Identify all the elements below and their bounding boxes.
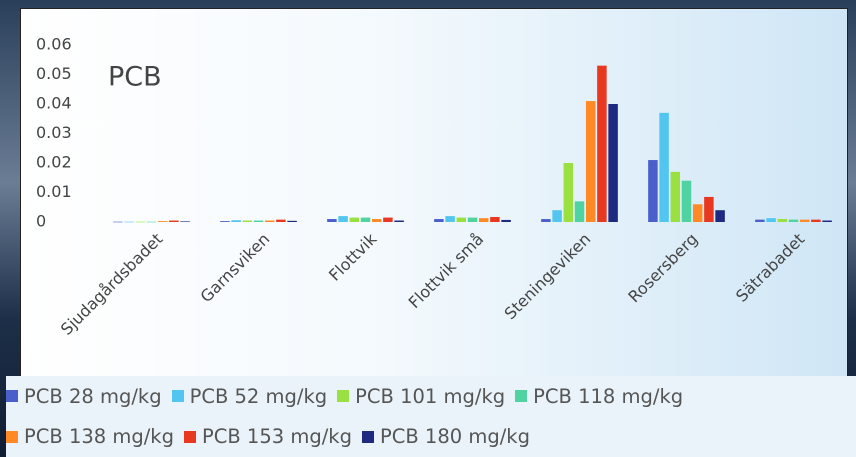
bar: [671, 172, 681, 222]
y-tick-label: 0.01: [36, 182, 72, 201]
x-tick-label: Flottvik: [325, 229, 381, 285]
legend-swatch: [337, 390, 349, 402]
bar: [220, 221, 230, 222]
bar: [434, 219, 444, 222]
legend-item: PCB 52 mg/kg: [172, 385, 328, 408]
legend-item: PCB 138 mg/kg: [6, 425, 174, 448]
bar: [350, 218, 360, 222]
bar: [778, 219, 788, 222]
bar: [597, 66, 607, 222]
bar: [180, 221, 190, 222]
bar: [766, 218, 776, 222]
legend-label: PCB 101 mg/kg: [355, 385, 505, 408]
legend-item: PCB 101 mg/kg: [337, 385, 505, 408]
bar: [479, 218, 489, 222]
bar: [693, 204, 703, 222]
bar: [327, 219, 337, 222]
legend-item: PCB 28 mg/kg: [6, 385, 162, 408]
bar: [372, 219, 382, 222]
bar: [457, 218, 467, 222]
bar: [113, 222, 123, 223]
bar: [552, 210, 562, 222]
bar: [822, 221, 832, 222]
bar: [586, 101, 596, 222]
x-tick-label: Rosersberg: [624, 229, 701, 306]
legend-swatch: [6, 431, 18, 443]
x-tick-label: Sjudagårdsbadet: [57, 229, 166, 338]
bar: [608, 104, 618, 222]
bar: [648, 160, 658, 222]
y-tick-label: 0.03: [36, 123, 72, 142]
bar: [124, 222, 134, 223]
legend-label: PCB 52 mg/kg: [190, 385, 328, 408]
x-tick-label: Steningeviken: [501, 229, 595, 323]
bar: [254, 221, 264, 222]
bar: [338, 216, 348, 222]
legend-label: PCB 118 mg/kg: [533, 385, 683, 408]
legend-label: PCB 28 mg/kg: [24, 385, 162, 408]
bar: [445, 216, 455, 222]
bar: [158, 221, 168, 222]
bar: [231, 220, 241, 222]
bar: [287, 221, 297, 222]
bar: [490, 217, 500, 222]
bar: [394, 221, 404, 222]
bar: [715, 210, 725, 222]
legend-swatch: [6, 390, 18, 402]
bar: [147, 222, 157, 223]
bar: [575, 201, 585, 222]
y-tick-label: 0.06: [36, 35, 72, 54]
bar: [755, 220, 765, 222]
bar: [501, 220, 511, 222]
bar: [811, 220, 821, 222]
legend-item: PCB 118 mg/kg: [515, 385, 683, 408]
bar: [541, 219, 551, 222]
legend-label: PCB 180 mg/kg: [380, 425, 530, 448]
y-tick-label: 0.02: [36, 153, 72, 172]
y-tick-label: 0.05: [36, 64, 72, 83]
bar: [659, 113, 669, 222]
bar: [800, 220, 810, 222]
bar: [265, 221, 275, 222]
x-tick-label: Garnsviken: [197, 229, 274, 306]
bar: [169, 221, 179, 222]
bar: [704, 197, 714, 222]
y-tick-label: 0: [36, 212, 46, 231]
bar: [276, 220, 286, 222]
bar: [383, 218, 393, 222]
legend-swatch: [515, 390, 527, 402]
bar: [243, 221, 253, 222]
bar: [564, 163, 574, 222]
bar: [789, 220, 799, 222]
legend-swatch: [362, 431, 374, 443]
legend-item: PCB 180 mg/kg: [362, 425, 530, 448]
chart-title: PCB: [108, 62, 162, 93]
legend-swatch: [172, 390, 184, 402]
legend-label: PCB 153 mg/kg: [202, 425, 352, 448]
page: {"chart_data": {"type": "bar", "title": …: [0, 0, 856, 457]
legend-swatch: [184, 431, 196, 443]
bar: [136, 222, 146, 223]
bar: [361, 218, 371, 222]
y-tick-label: 0.04: [36, 94, 72, 113]
chart: PCB 0 0.01 0.02 0.03 0.04 0.05 0.06 Sjudagårdsb…: [0, 0, 856, 376]
bar: [682, 181, 692, 222]
x-tick-label: Flottvik små: [405, 229, 488, 312]
legend-label: PCB 138 mg/kg: [24, 425, 174, 448]
legend-item: PCB 153 mg/kg: [184, 425, 352, 448]
x-tick-label: Sätrabadet: [732, 229, 808, 305]
bar: [468, 218, 478, 222]
